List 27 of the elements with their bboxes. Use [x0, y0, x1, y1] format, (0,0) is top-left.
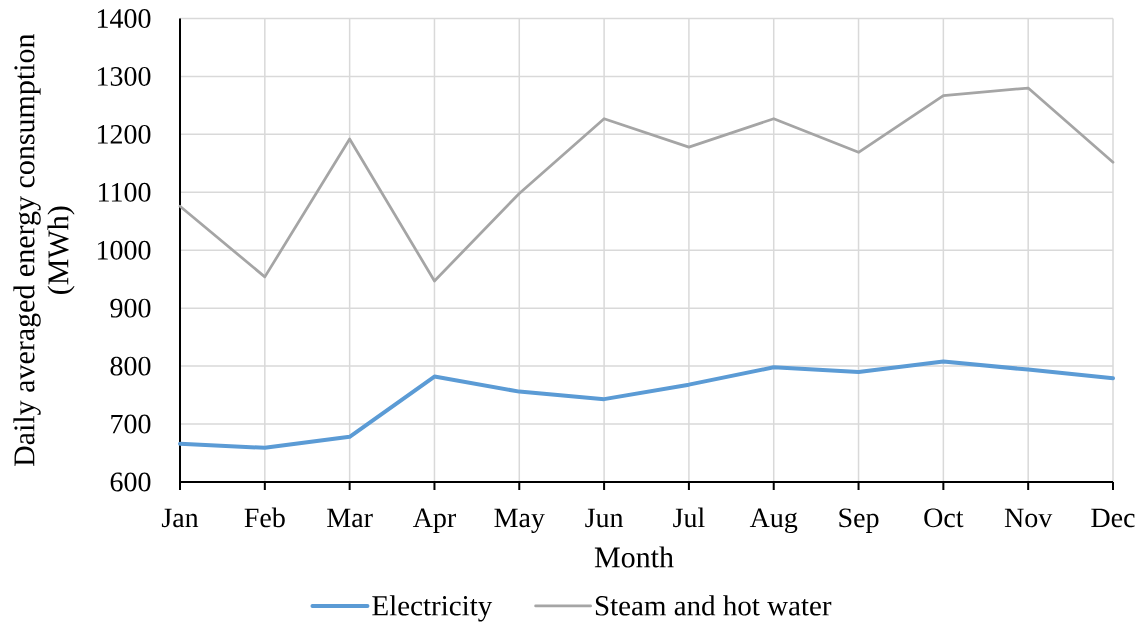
x-tick-label: Jun	[585, 508, 624, 528]
y-tick-label: 1100	[98, 182, 151, 202]
y-tick-label: 600	[110, 472, 151, 492]
x-tick-label: Apr	[412, 508, 456, 533]
x-tick-label: Nov	[1004, 508, 1053, 528]
legend-label: Steam and hot water	[595, 595, 832, 616]
y-tick-label: 900	[110, 298, 151, 318]
y-axis-title: Daily averaged energy consumption (MWh)	[13, 33, 75, 467]
x-tick-label: Jul	[673, 507, 705, 528]
y-tick-label: 1400	[97, 9, 151, 28]
x-tick-label: Sep	[839, 508, 879, 533]
line-series	[178, 86, 1115, 283]
x-tick-label: Jan	[161, 508, 199, 528]
x-tick-label: May	[494, 508, 545, 534]
x-tick-label: Dec	[1091, 508, 1135, 528]
y-tick-label: 1200	[97, 124, 151, 144]
y-tick-label: 800	[110, 356, 151, 376]
x-tick-label: Feb	[244, 507, 285, 528]
x-tick-label: Oct	[924, 508, 964, 528]
y-tick-label: 1300	[97, 67, 151, 86]
x-tick-label: Aug	[749, 508, 798, 534]
line-series	[178, 359, 1115, 450]
x-axis-title: Month	[594, 546, 674, 568]
x-tick-label: Mar	[327, 508, 373, 528]
legend-label: Electricity	[372, 595, 493, 622]
y-tick-label: 700	[111, 414, 151, 434]
y-tick-label: 1000	[97, 240, 151, 260]
